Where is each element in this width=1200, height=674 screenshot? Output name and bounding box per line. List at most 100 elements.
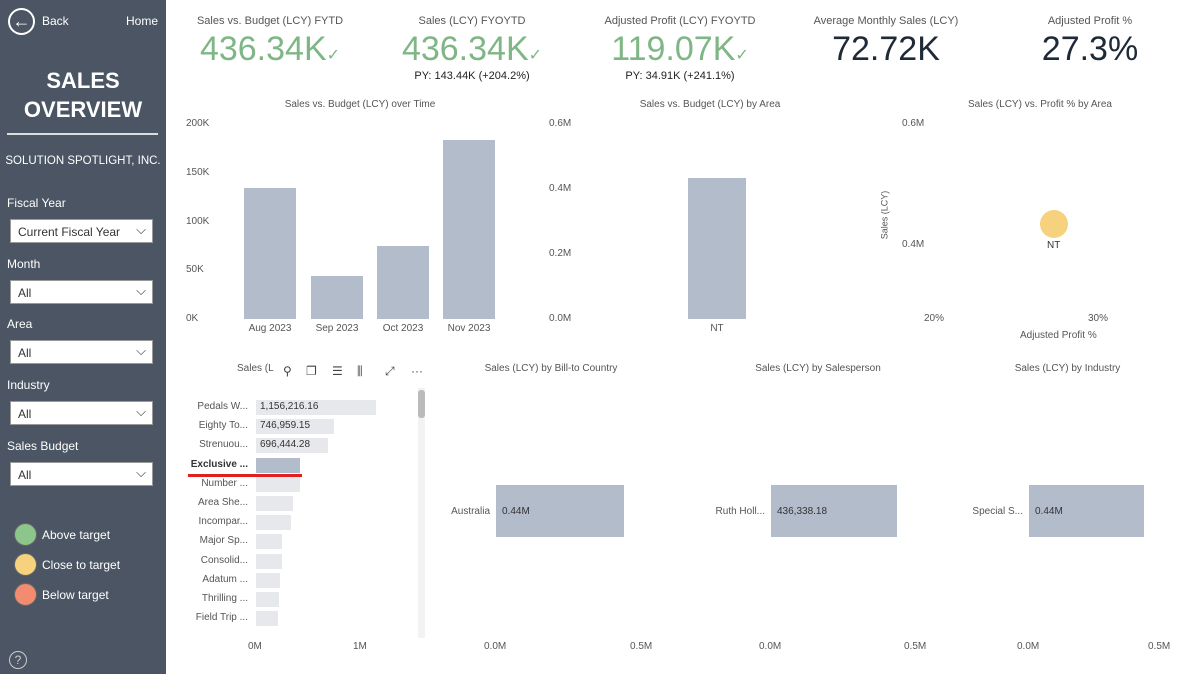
category-label[interactable]: Eighty To... — [198, 420, 248, 432]
x-tick-label: 0.0M — [759, 641, 782, 652]
x-tick-label: Sep 2023 — [315, 323, 359, 334]
filter-dropdown[interactable]: All ⌵ — [10, 462, 153, 486]
bar[interactable] — [256, 534, 282, 550]
category-label[interactable]: Field Trip ... — [195, 612, 248, 624]
selected-value: Current Fiscal Year — [18, 225, 121, 239]
data-label: 0.44M — [1035, 506, 1063, 517]
bar[interactable] — [256, 553, 282, 569]
x-tick-label: 30% — [1088, 313, 1109, 324]
back-arrow-icon[interactable]: ← — [8, 8, 35, 35]
kpi-value: 119.07K✓ — [580, 30, 780, 69]
y-tick-label: 0.6M — [549, 118, 572, 129]
bar[interactable] — [311, 276, 363, 319]
bar[interactable] — [443, 139, 495, 319]
help-icon[interactable]: ? — [9, 651, 27, 669]
kpi-value: 72.72K — [786, 30, 986, 69]
data-label: 0.44M — [502, 506, 530, 517]
chart-title: Sales (LCY) vs. Profit % by Area — [968, 99, 1112, 110]
filter-dropdown[interactable]: All ⌵ — [10, 280, 153, 304]
format-icon[interactable]: ⫼ — [357, 364, 363, 378]
filter-dropdown[interactable]: Current Fiscal Year ⌵ — [10, 219, 153, 243]
home-button[interactable]: Home — [126, 14, 159, 28]
category-label[interactable]: Australia — [451, 506, 490, 517]
chart-title: Sales vs. Budget (LCY) by Area — [639, 99, 781, 110]
kpi-title: Adjusted Profit % — [1047, 15, 1133, 27]
filter-label: Sales Budget — [7, 439, 79, 453]
scatter-point[interactable] — [1039, 209, 1068, 238]
bar[interactable] — [256, 572, 280, 588]
x-tick-label: Oct 2023 — [382, 323, 424, 334]
x-axis-title: Adjusted Profit % — [1020, 330, 1097, 341]
bar[interactable] — [256, 611, 278, 627]
focus-mode-icon[interactable]: ⤢ — [385, 364, 395, 378]
x-tick-label: 0.0M — [1017, 641, 1040, 652]
bar[interactable] — [1029, 485, 1145, 537]
chart-title: Sales (LCY) by Industry — [1014, 363, 1121, 374]
company-name: SOLUTION SPOTLIGHT, INC. — [5, 155, 161, 167]
x-tick-label: Nov 2023 — [447, 323, 491, 334]
kpi-title: Sales vs. Budget (LCY) FYTD — [196, 15, 344, 27]
category-label[interactable]: Pedals W... — [197, 401, 248, 412]
category-label[interactable]: Exclusive ... — [190, 458, 248, 470]
bar[interactable] — [256, 419, 334, 435]
filter-dropdown[interactable]: All ⌵ — [10, 401, 153, 425]
category-label[interactable]: Number ... — [201, 477, 248, 489]
bar[interactable] — [256, 515, 292, 531]
x-tick-label: 0M — [248, 641, 262, 652]
chevron-down-icon: ⌵ — [136, 404, 146, 419]
kpi-number: 72.72K — [832, 30, 940, 68]
category-label[interactable]: Ruth Holl... — [715, 506, 765, 517]
filter-icon[interactable]: ☰ — [332, 364, 343, 378]
legend-dot-icon — [14, 553, 37, 576]
filter-dropdown[interactable]: All ⌵ — [10, 340, 153, 364]
pin-icon[interactable]: ⚲ — [283, 364, 292, 378]
category-label[interactable]: Major Sp... — [199, 535, 248, 547]
legend-label: Below target — [42, 588, 109, 602]
category-label[interactable]: Adatum ... — [202, 573, 248, 585]
y-tick-label: 150K — [186, 166, 210, 178]
bar[interactable] — [496, 485, 625, 537]
bar[interactable] — [256, 476, 300, 492]
bar[interactable] — [256, 592, 279, 607]
copy-icon[interactable]: ❐ — [306, 364, 317, 378]
category-label[interactable]: Strenuou... — [199, 439, 248, 451]
kpi-value: 436.34K✓ — [372, 30, 572, 69]
kpi-title: Sales (LCY) FYOYTD — [418, 15, 526, 27]
bar[interactable] — [256, 496, 294, 511]
x-tick-label: 1M — [353, 641, 367, 652]
selected-value: All — [18, 468, 32, 482]
page-title-line1: SALES — [46, 68, 120, 93]
chart-title: Sales (L — [237, 363, 274, 374]
y-axis-title: Sales (LCY) — [879, 190, 890, 240]
scrollbar[interactable] — [418, 388, 425, 638]
bar[interactable] — [256, 457, 300, 473]
bar[interactable] — [256, 438, 329, 454]
filter-label: Area — [7, 317, 33, 331]
bar[interactable] — [771, 485, 898, 537]
bar[interactable] — [688, 177, 746, 319]
point-label: NT — [1047, 239, 1061, 251]
scrollbar-thumb[interactable] — [418, 390, 425, 418]
chart-title: Sales (LCY) by Salesperson — [755, 363, 881, 374]
category-label[interactable]: Special S... — [972, 506, 1023, 517]
chart-title: Sales vs. Budget (LCY) over Time — [284, 99, 436, 110]
kpi-prior-year: PY: 143.44K (+204.2%) — [414, 70, 530, 82]
chevron-down-icon: ⌵ — [136, 343, 146, 358]
category-label[interactable]: Incompar... — [198, 516, 248, 528]
category-label[interactable]: Thrilling ... — [201, 593, 248, 604]
sidebar: ← Back Home SALES OVERVIEW SOLUTION SPOT… — [0, 0, 166, 674]
bar[interactable] — [244, 188, 296, 319]
x-tick-label: 0.0M — [484, 641, 507, 652]
kpi-number: 436.34K — [401, 30, 529, 68]
more-options-icon[interactable]: ··· — [411, 364, 423, 378]
selection-underline — [188, 474, 302, 477]
back-button[interactable]: Back — [42, 14, 69, 28]
kpi-number: 436.34K — [199, 30, 327, 68]
bar[interactable] — [377, 245, 429, 319]
category-label[interactable]: Consolid... — [200, 554, 248, 566]
divider — [7, 133, 158, 135]
category-label[interactable]: Area She... — [197, 497, 248, 508]
y-tick-label: 0.4M — [902, 239, 925, 250]
y-tick-label: 0.0M — [549, 313, 572, 324]
bar[interactable] — [256, 400, 377, 415]
